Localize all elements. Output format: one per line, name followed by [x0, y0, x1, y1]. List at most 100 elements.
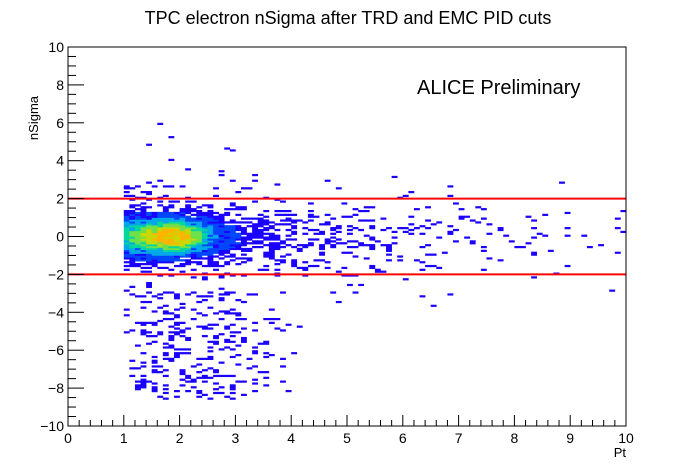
histogram-bin [268, 242, 275, 245]
histogram-bin [129, 206, 136, 209]
histogram-bin [174, 355, 180, 359]
histogram-bin [285, 323, 292, 326]
histogram-bin [162, 230, 169, 234]
histogram-bin [257, 240, 264, 243]
histogram-bin [419, 268, 426, 271]
histogram-bin [480, 245, 487, 249]
histogram-bin [224, 327, 231, 330]
histogram-bin [179, 259, 186, 262]
histogram-bin [447, 293, 454, 296]
histogram-bin [162, 310, 169, 313]
histogram-bin [162, 257, 169, 260]
histogram-bin [285, 244, 292, 247]
histogram-bin [140, 253, 147, 256]
histogram-bin [213, 240, 219, 243]
histogram-bin [157, 333, 164, 336]
histogram-bin [201, 213, 208, 216]
histogram-bin [162, 312, 169, 315]
histogram-bin [140, 259, 147, 262]
histogram-bin [408, 215, 415, 218]
histogram-bin [140, 384, 147, 387]
histogram-bin [213, 247, 219, 251]
histogram-bin [140, 227, 147, 230]
histogram-bin [207, 357, 214, 360]
histogram-bin [229, 221, 236, 224]
histogram-bin [196, 215, 203, 218]
histogram-bin [291, 219, 298, 222]
histogram-bin [185, 261, 192, 264]
histogram-bin [140, 225, 147, 228]
histogram-bin [134, 247, 141, 251]
histogram-bin [347, 225, 353, 228]
histogram-bin [369, 245, 376, 249]
histogram-bin [140, 321, 147, 324]
histogram-bin [174, 395, 180, 398]
histogram-bin [229, 386, 236, 389]
histogram-bin [123, 247, 130, 251]
histogram-bin [140, 244, 147, 247]
histogram-bin [280, 209, 286, 213]
histogram-bin [207, 346, 214, 349]
histogram-bin [134, 255, 141, 258]
histogram-bin [218, 386, 225, 389]
histogram-bin [207, 291, 214, 294]
histogram-bin [168, 259, 175, 262]
histogram-bin [285, 223, 292, 226]
histogram-bin [157, 227, 164, 230]
histogram-bin [146, 143, 152, 146]
histogram-bin [196, 238, 203, 241]
histogram-bin [190, 317, 197, 321]
histogram-bin [280, 245, 286, 249]
histogram-bin [363, 206, 370, 209]
histogram-bin [196, 295, 203, 298]
histogram-bin [229, 232, 236, 235]
histogram-bin [246, 217, 253, 220]
histogram-bin [157, 236, 164, 239]
histogram-bin [240, 380, 247, 383]
histogram-bin [257, 217, 264, 220]
histogram-bin [218, 247, 225, 251]
histogram-bin [190, 230, 197, 234]
histogram-bin [374, 240, 381, 243]
histogram-bin [296, 247, 303, 251]
histogram-bin [207, 327, 214, 330]
histogram-bin [129, 255, 136, 258]
histogram-bin [363, 234, 370, 237]
histogram-bin [134, 234, 141, 237]
histogram-bin [213, 238, 219, 241]
histogram-bin [335, 230, 342, 234]
histogram-bin [129, 194, 136, 198]
histogram-bin [263, 268, 270, 271]
histogram-bin [190, 227, 197, 230]
histogram-bin [146, 240, 152, 243]
histogram-bin [146, 236, 152, 239]
histogram-bin [151, 238, 158, 241]
histogram-bin [229, 238, 236, 241]
histogram-bin [235, 221, 242, 224]
histogram-bin [503, 234, 510, 237]
histogram-bin [174, 245, 180, 249]
histogram-bin [196, 230, 203, 234]
histogram-bin [151, 335, 158, 338]
histogram-bin [313, 232, 320, 235]
histogram-bin [179, 253, 186, 256]
histogram-bin [123, 257, 130, 260]
histogram-bin [151, 355, 158, 359]
histogram-bin [179, 238, 186, 241]
histogram-bin [179, 230, 186, 234]
histogram-bin [229, 236, 236, 239]
histogram-bin [185, 168, 192, 171]
histogram-bin [486, 232, 493, 235]
histogram-bin [123, 215, 130, 218]
histogram-bin [146, 291, 152, 294]
histogram-bin [185, 336, 192, 340]
histogram-bin [140, 245, 147, 249]
histogram-bin [240, 257, 247, 260]
histogram-bin [581, 234, 588, 237]
histogram-bin [146, 331, 152, 334]
y-tick-label: 4 [56, 153, 64, 169]
histogram-bin [369, 264, 376, 268]
histogram-bin [285, 219, 292, 222]
histogram-bin [246, 221, 253, 224]
histogram-bin [229, 149, 236, 152]
